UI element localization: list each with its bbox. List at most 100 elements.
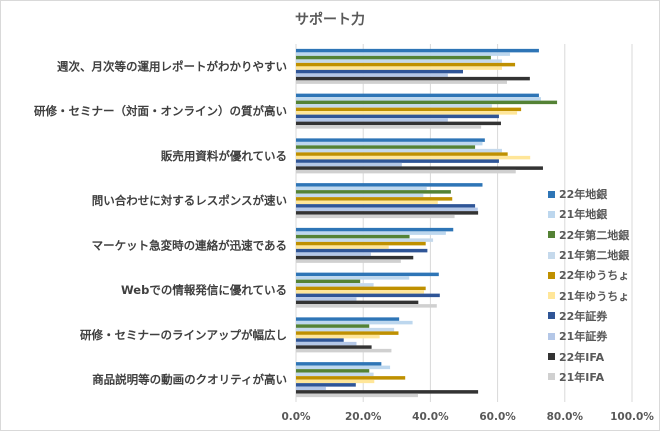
bar xyxy=(296,114,499,119)
legend-item: 21年第二地銀 xyxy=(548,245,629,265)
legend-label: 21年IFA xyxy=(559,370,605,384)
bar xyxy=(296,376,406,380)
bar xyxy=(296,341,357,346)
bar xyxy=(296,214,455,219)
category-label: 商品説明等の動画のクオリティが高い xyxy=(92,373,287,387)
bar xyxy=(296,304,437,308)
bar xyxy=(296,197,453,201)
bar xyxy=(296,231,446,235)
bar xyxy=(296,69,463,74)
bar xyxy=(296,48,539,53)
bar xyxy=(296,207,478,212)
legend-swatch xyxy=(548,251,555,259)
bar xyxy=(296,80,508,84)
bar xyxy=(296,66,502,70)
bar xyxy=(296,241,426,246)
bar xyxy=(296,190,451,194)
bars xyxy=(296,48,558,398)
x-tick-label: 80.0% xyxy=(547,411,584,423)
bar xyxy=(296,152,508,156)
legend-swatch xyxy=(548,373,555,381)
bar xyxy=(296,297,357,301)
category-label: 研修・セミナー（対面・オンライン）の質が高い xyxy=(34,104,287,118)
bar xyxy=(296,73,448,77)
legend-label: 22年証券 xyxy=(559,309,608,323)
bar xyxy=(296,369,370,373)
bar xyxy=(296,76,530,81)
bar xyxy=(296,145,476,149)
bar xyxy=(296,248,428,253)
bar xyxy=(296,372,374,377)
bar xyxy=(296,200,438,205)
bar xyxy=(296,327,395,332)
bar xyxy=(296,283,374,287)
bar xyxy=(296,159,499,163)
bar xyxy=(296,365,391,370)
bar xyxy=(296,293,440,298)
bar xyxy=(296,62,516,67)
x-tick-label: 100.0% xyxy=(610,411,654,423)
bar xyxy=(296,345,372,349)
bar xyxy=(296,121,501,126)
bar xyxy=(296,125,482,129)
bar xyxy=(296,317,400,321)
bar xyxy=(296,52,511,56)
bar xyxy=(296,300,419,305)
bar xyxy=(296,279,361,284)
legend-swatch xyxy=(548,210,555,218)
bar xyxy=(296,104,492,108)
bar xyxy=(296,324,370,328)
bar xyxy=(296,348,392,353)
bar xyxy=(296,183,483,187)
bar xyxy=(296,166,543,170)
category-label: 販売用資料が優れている xyxy=(161,149,287,163)
bar xyxy=(296,362,382,366)
bar xyxy=(296,393,418,398)
category-label: 研修・セミナーのラインアップが幅広し xyxy=(80,328,287,342)
bar xyxy=(296,386,326,391)
bar xyxy=(296,290,425,294)
bar xyxy=(296,141,483,146)
category-label: Webでの情報発信に優れている xyxy=(121,283,287,297)
bar xyxy=(296,59,502,63)
bar xyxy=(296,383,356,387)
legend-item: 22年地銀 xyxy=(548,184,629,204)
bar xyxy=(296,255,414,260)
chart-title: サポート力 xyxy=(295,12,365,28)
legend: 22年地銀 21年地銀 22年第二地銀 21年第二地銀 22年ゆうちょ 21年ゆうちょ 22… xyxy=(548,184,629,387)
legend-item: 22年IFA xyxy=(548,346,629,366)
bar xyxy=(296,272,439,277)
legend-label: 22年IFA xyxy=(559,350,605,364)
category-labels: 週次、月次等の運用レポートがわかりやすい研修・セミナー（対面・オンライン）の質が… xyxy=(34,59,287,386)
bar xyxy=(296,93,539,98)
bar xyxy=(296,227,454,232)
bar xyxy=(296,107,522,112)
bar xyxy=(296,252,371,256)
bar xyxy=(296,338,344,342)
legend-item: 21年証券 xyxy=(548,326,629,346)
legend-swatch xyxy=(548,271,555,279)
bar xyxy=(296,390,479,394)
legend-item: 22年第二地銀 xyxy=(548,225,629,245)
bar xyxy=(296,245,389,249)
legend-label: 21年証券 xyxy=(559,330,608,344)
legend-swatch xyxy=(548,292,555,300)
x-tick-label: 20.0% xyxy=(345,411,382,423)
legend-swatch xyxy=(548,190,555,198)
bar xyxy=(296,138,485,142)
legend-label: 21年ゆうちょ xyxy=(559,289,630,303)
bar xyxy=(296,211,479,215)
legend-item: 21年IFA xyxy=(548,367,629,387)
bar xyxy=(296,118,448,122)
bar xyxy=(296,234,410,239)
bar xyxy=(296,320,413,325)
bar xyxy=(296,169,516,174)
x-tick-label: 40.0% xyxy=(412,411,449,423)
bar xyxy=(296,186,427,191)
bar xyxy=(296,97,541,101)
category-label: 問い合わせに対するレスポンスが速い xyxy=(92,194,287,208)
legend-swatch xyxy=(548,312,555,320)
x-tick-label: 0.0% xyxy=(281,411,311,423)
legend-label: 22年第二地銀 xyxy=(559,228,630,242)
